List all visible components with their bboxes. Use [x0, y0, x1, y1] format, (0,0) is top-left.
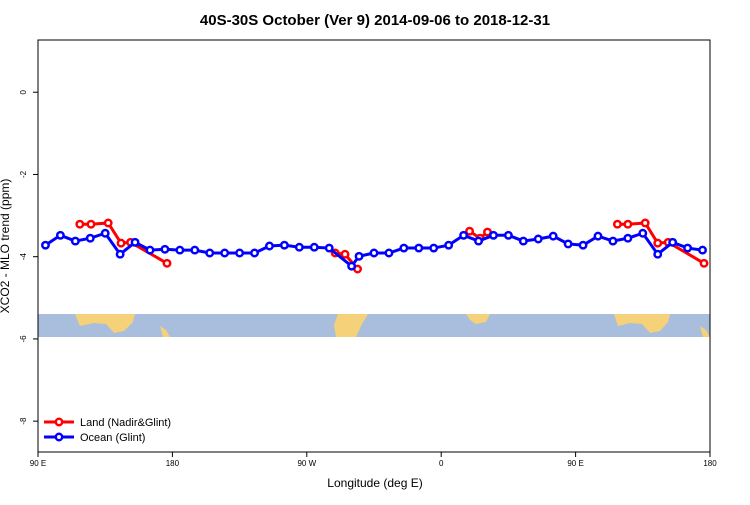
data-point: [340, 249, 350, 259]
x-tick-label: 90 E: [30, 459, 46, 468]
data-point: [100, 228, 110, 238]
data-point: [354, 251, 364, 261]
data-point: [294, 242, 304, 252]
data-point: [623, 233, 633, 243]
data-point: [612, 219, 622, 229]
data-point: [250, 248, 259, 258]
data-point: [369, 248, 379, 258]
data-point: [653, 249, 663, 259]
data-point: [175, 245, 185, 255]
x-tick-label: 180: [166, 459, 180, 468]
data-point: [653, 238, 663, 248]
data-point: [70, 236, 80, 246]
legend: Land (Nadir&Glint) Ocean (Glint): [44, 417, 171, 444]
land-shape: [614, 314, 670, 333]
data-point: [162, 258, 172, 268]
y-tick-label: -4: [19, 253, 28, 261]
y-axis-label: XCO2 - MLO trend (ppm): [0, 179, 12, 314]
data-point: [518, 236, 528, 246]
data-point: [347, 261, 357, 271]
data-point: [459, 230, 469, 240]
data-point: [399, 243, 409, 253]
x-axis-label: Longitude (deg E): [327, 476, 422, 490]
x-tick-label: 90 E: [567, 459, 583, 468]
data-point: [55, 230, 65, 240]
data-point: [220, 248, 230, 258]
data-point: [698, 245, 707, 255]
data-point: [474, 236, 483, 246]
data-point: [309, 242, 319, 252]
data-point: [533, 234, 543, 244]
data-point: [324, 243, 334, 253]
data-point: [623, 219, 633, 229]
data-point: [279, 240, 289, 250]
data-point: [503, 230, 513, 240]
data-point: [414, 243, 424, 253]
data-point: [593, 231, 603, 241]
legend-marker: [54, 417, 64, 427]
data-point: [116, 238, 126, 248]
data-point: [235, 248, 245, 258]
data-point: [683, 243, 693, 253]
legend-marker: [54, 432, 64, 442]
data-point: [41, 240, 50, 250]
data-point: [190, 245, 200, 255]
data-point: [638, 228, 648, 238]
data-point: [145, 245, 155, 255]
data-point: [103, 218, 113, 228]
data-point: [75, 219, 85, 229]
y-tick-label: -6: [19, 335, 28, 343]
y-tick-label: 0: [19, 89, 28, 94]
legend-label: Land (Nadir&Glint): [80, 417, 171, 429]
data-point: [640, 218, 650, 228]
data-point: [465, 226, 475, 236]
x-tick-label: 90 W: [297, 459, 316, 468]
data-point: [115, 249, 125, 259]
land-shape: [466, 314, 490, 324]
land-shape: [75, 314, 135, 333]
data-point: [444, 240, 454, 250]
data-point: [86, 219, 96, 229]
data-point: [548, 231, 558, 241]
data-point: [384, 248, 394, 258]
data-point: [608, 236, 618, 246]
x-tick-label: 180: [703, 459, 717, 468]
data-point: [160, 244, 170, 254]
land-shape: [700, 326, 710, 337]
data-point: [668, 237, 678, 247]
data-point: [699, 258, 709, 268]
chart-title: 40S-30S October (Ver 9) 2014-09-06 to 20…: [200, 12, 550, 29]
y-tick-label: -8: [19, 417, 28, 425]
x-tick-label: 0: [439, 459, 444, 468]
plot-frame: [37, 39, 711, 453]
data-point: [130, 237, 140, 247]
data-point: [205, 248, 215, 258]
ocean-strip: [38, 314, 710, 337]
data-point: [489, 230, 498, 240]
land-shape: [334, 314, 368, 337]
map-strip: [38, 314, 710, 337]
data-point: [265, 241, 274, 251]
y-tick-label: -2: [19, 170, 28, 178]
data-point: [85, 233, 95, 243]
legend-label: Ocean (Glint): [80, 432, 145, 444]
data-point: [429, 243, 439, 253]
data-point: [578, 240, 588, 250]
land-shape: [160, 326, 170, 337]
data-point: [563, 239, 573, 249]
